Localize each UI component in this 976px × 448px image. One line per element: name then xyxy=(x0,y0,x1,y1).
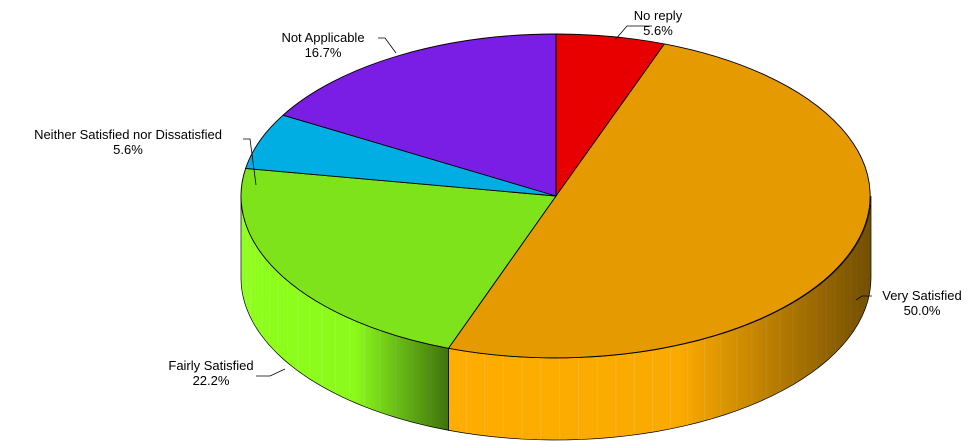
leader-line-no-reply xyxy=(614,25,652,41)
label-not-applicable: Not Applicable xyxy=(281,30,364,45)
pie-side-walls xyxy=(240,195,872,441)
side-shade-fairly-satisfied xyxy=(241,196,449,431)
label-very-satisfied: Very Satisfied xyxy=(882,288,962,303)
label-no-reply: No reply xyxy=(634,8,683,23)
slice-very-satisfied xyxy=(448,43,871,359)
value-not-applicable: 16.7% xyxy=(305,45,342,60)
slice-not-applicable xyxy=(282,33,557,197)
leader-line-not-applicable xyxy=(378,37,397,54)
side-shade-very-satisfied xyxy=(448,196,871,440)
slice-fairly-satisfied xyxy=(240,167,557,349)
leader-line-very-satisfied xyxy=(855,295,872,301)
label-neither-satisfied-nor-dissatisfied: Neither Satisfied nor Dissatisfied xyxy=(34,127,222,142)
value-very-satisfied: 50.0% xyxy=(904,303,941,318)
leader-line-fairly-satisfied xyxy=(256,368,286,377)
leader-line-neither-satisfied-nor-dissatisfied xyxy=(243,138,257,186)
value-neither-satisfied-nor-dissatisfied: 5.6% xyxy=(113,142,143,157)
value-fairly-satisfied: 22.2% xyxy=(193,373,230,388)
pie-top-faces xyxy=(240,33,871,359)
label-fairly-satisfied: Fairly Satisfied xyxy=(168,358,253,373)
value-no-reply: 5.6% xyxy=(643,23,673,38)
